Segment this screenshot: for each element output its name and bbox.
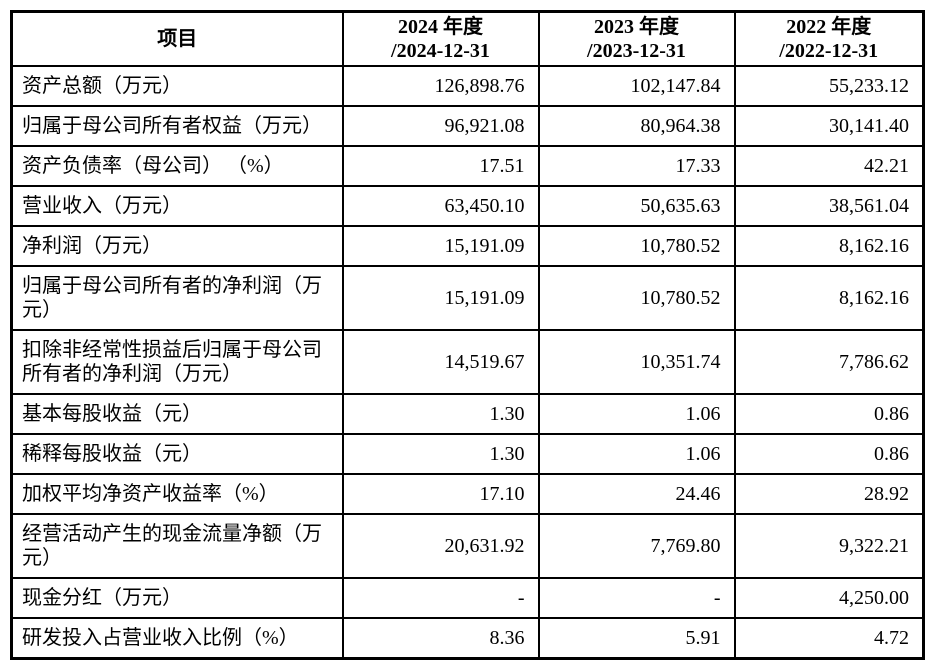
table-row: 归属于母公司所有者权益（万元） 96,921.08 80,964.38 30,1… [10, 105, 925, 147]
table-row: 资产负债率（母公司） （%） 17.51 17.33 42.21 [10, 145, 925, 187]
row-value-2024: 17.10 [341, 473, 540, 515]
row-value-2023: - [537, 577, 736, 619]
table-row: 基本每股收益（元） 1.30 1.06 0.86 [10, 393, 925, 435]
row-label: 加权平均净资产收益率（%） [10, 473, 344, 515]
row-value-2024: 15,191.09 [341, 225, 540, 267]
row-value-2023: 1.06 [537, 433, 736, 475]
header-column-2022: 2022 年度 /2022-12-31 [733, 10, 925, 67]
row-value-2022: 8,162.16 [733, 265, 925, 331]
row-value-2024: 14,519.67 [341, 329, 540, 395]
table-row: 扣除非经常性损益后归属于母公司所有者的净利润（万元） 14,519.67 10,… [10, 329, 925, 395]
row-label: 研发投入占营业收入比例（%） [10, 617, 344, 660]
table-row: 经营活动产生的现金流量净额（万元） 20,631.92 7,769.80 9,3… [10, 513, 925, 579]
row-label: 稀释每股收益（元） [10, 433, 344, 475]
row-value-2023: 24.46 [537, 473, 736, 515]
header-column-2024-period: 2024 年度 [398, 16, 483, 38]
header-item-column: 项目 [10, 10, 344, 67]
table-row: 研发投入占营业收入比例（%） 8.36 5.91 4.72 [10, 617, 925, 660]
financial-summary-table: 项目 2024 年度 /2024-12-31 2023 年度 /2023-12-… [10, 10, 925, 660]
row-value-2023: 10,351.74 [537, 329, 736, 395]
row-value-2024: 96,921.08 [341, 105, 540, 147]
header-column-2024: 2024 年度 /2024-12-31 [341, 10, 540, 67]
row-label: 归属于母公司所有者的净利润（万元） [10, 265, 344, 331]
table-row: 资产总额（万元） 126,898.76 102,147.84 55,233.12 [10, 65, 925, 107]
row-label: 资产总额（万元） [10, 65, 344, 107]
row-label: 资产负债率（母公司） （%） [10, 145, 344, 187]
table-row: 营业收入（万元） 63,450.10 50,635.63 38,561.04 [10, 185, 925, 227]
row-label: 基本每股收益（元） [10, 393, 344, 435]
row-value-2024: 17.51 [341, 145, 540, 187]
row-value-2023: 102,147.84 [537, 65, 736, 107]
row-value-2022: 30,141.40 [733, 105, 925, 147]
table-row: 加权平均净资产收益率（%） 17.10 24.46 28.92 [10, 473, 925, 515]
row-value-2022: 55,233.12 [733, 65, 925, 107]
row-value-2022: 4.72 [733, 617, 925, 660]
row-value-2023: 5.91 [537, 617, 736, 660]
row-value-2023: 50,635.63 [537, 185, 736, 227]
row-value-2022: 38,561.04 [733, 185, 925, 227]
row-value-2022: 7,786.62 [733, 329, 925, 395]
row-label: 营业收入（万元） [10, 185, 344, 227]
header-column-2022-date: /2022-12-31 [779, 40, 879, 62]
header-column-2024-date: /2024-12-31 [391, 40, 490, 62]
row-value-2022: 28.92 [733, 473, 925, 515]
row-value-2022: 4,250.00 [733, 577, 925, 619]
row-value-2024: 20,631.92 [341, 513, 540, 579]
row-value-2022: 8,162.16 [733, 225, 925, 267]
row-label: 扣除非经常性损益后归属于母公司所有者的净利润（万元） [10, 329, 344, 395]
row-label: 归属于母公司所有者权益（万元） [10, 105, 344, 147]
table-row: 归属于母公司所有者的净利润（万元） 15,191.09 10,780.52 8,… [10, 265, 925, 331]
row-value-2023: 7,769.80 [537, 513, 736, 579]
table-row: 稀释每股收益（元） 1.30 1.06 0.86 [10, 433, 925, 475]
row-value-2023: 1.06 [537, 393, 736, 435]
row-value-2023: 80,964.38 [537, 105, 736, 147]
table-header: 项目 2024 年度 /2024-12-31 2023 年度 /2023-12-… [10, 10, 925, 67]
row-value-2023: 10,780.52 [537, 225, 736, 267]
header-row: 项目 2024 年度 /2024-12-31 2023 年度 /2023-12-… [10, 10, 925, 67]
header-column-2023-date: /2023-12-31 [587, 40, 686, 62]
row-value-2024: 1.30 [341, 433, 540, 475]
header-column-2023: 2023 年度 /2023-12-31 [537, 10, 736, 67]
row-value-2024: 1.30 [341, 393, 540, 435]
row-value-2024: 8.36 [341, 617, 540, 660]
row-value-2024: 15,191.09 [341, 265, 540, 331]
row-value-2023: 17.33 [537, 145, 736, 187]
table-row: 现金分红（万元） - - 4,250.00 [10, 577, 925, 619]
row-value-2022: 9,322.21 [733, 513, 925, 579]
row-value-2024: - [341, 577, 540, 619]
row-label: 现金分红（万元） [10, 577, 344, 619]
row-value-2024: 63,450.10 [341, 185, 540, 227]
header-column-2022-period: 2022 年度 [786, 16, 872, 38]
table-body: 资产总额（万元） 126,898.76 102,147.84 55,233.12… [10, 65, 925, 660]
row-label: 经营活动产生的现金流量净额（万元） [10, 513, 344, 579]
header-column-2023-period: 2023 年度 [594, 16, 679, 38]
row-value-2022: 42.21 [733, 145, 925, 187]
row-value-2022: 0.86 [733, 433, 925, 475]
table-row: 净利润（万元） 15,191.09 10,780.52 8,162.16 [10, 225, 925, 267]
row-value-2023: 10,780.52 [537, 265, 736, 331]
row-label: 净利润（万元） [10, 225, 344, 267]
row-value-2024: 126,898.76 [341, 65, 540, 107]
row-value-2022: 0.86 [733, 393, 925, 435]
